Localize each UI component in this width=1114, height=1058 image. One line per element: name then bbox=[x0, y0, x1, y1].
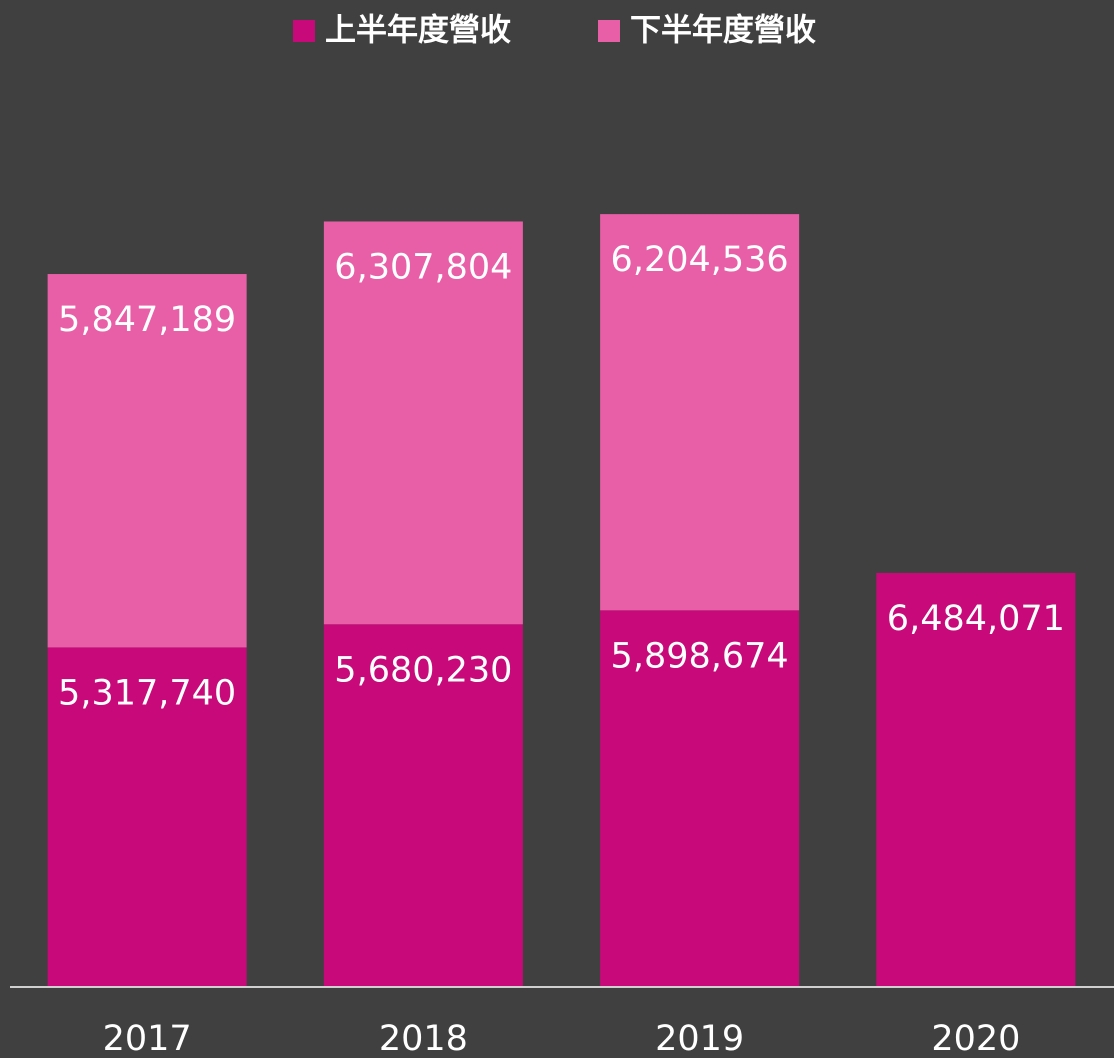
value-label: 5,847,189 bbox=[58, 300, 236, 340]
legend-swatch bbox=[293, 20, 315, 42]
bar-segment bbox=[47, 274, 247, 648]
value-label: 5,680,230 bbox=[334, 650, 512, 690]
legend-label: 下半年度營收 bbox=[630, 13, 816, 49]
bar-segment bbox=[600, 610, 800, 987]
value-label: 6,307,804 bbox=[334, 247, 512, 287]
x-tick-label: 2020 bbox=[931, 1019, 1020, 1058]
value-label: 5,317,740 bbox=[58, 673, 236, 713]
bar-segment bbox=[323, 624, 523, 987]
x-tick-label: 2017 bbox=[103, 1019, 192, 1058]
bar-segment bbox=[323, 221, 523, 625]
bar-segment bbox=[47, 647, 247, 987]
x-tick-label: 2019 bbox=[655, 1019, 744, 1058]
value-label: 5,898,674 bbox=[611, 636, 789, 676]
value-label: 6,204,536 bbox=[611, 240, 789, 280]
x-tick-label: 2018 bbox=[379, 1019, 468, 1058]
legend-swatch bbox=[598, 20, 620, 42]
bar-segment bbox=[876, 572, 1076, 987]
value-label: 6,484,071 bbox=[887, 599, 1065, 639]
bar-segment bbox=[600, 214, 800, 611]
legend-label: 上半年度營收 bbox=[325, 13, 511, 49]
